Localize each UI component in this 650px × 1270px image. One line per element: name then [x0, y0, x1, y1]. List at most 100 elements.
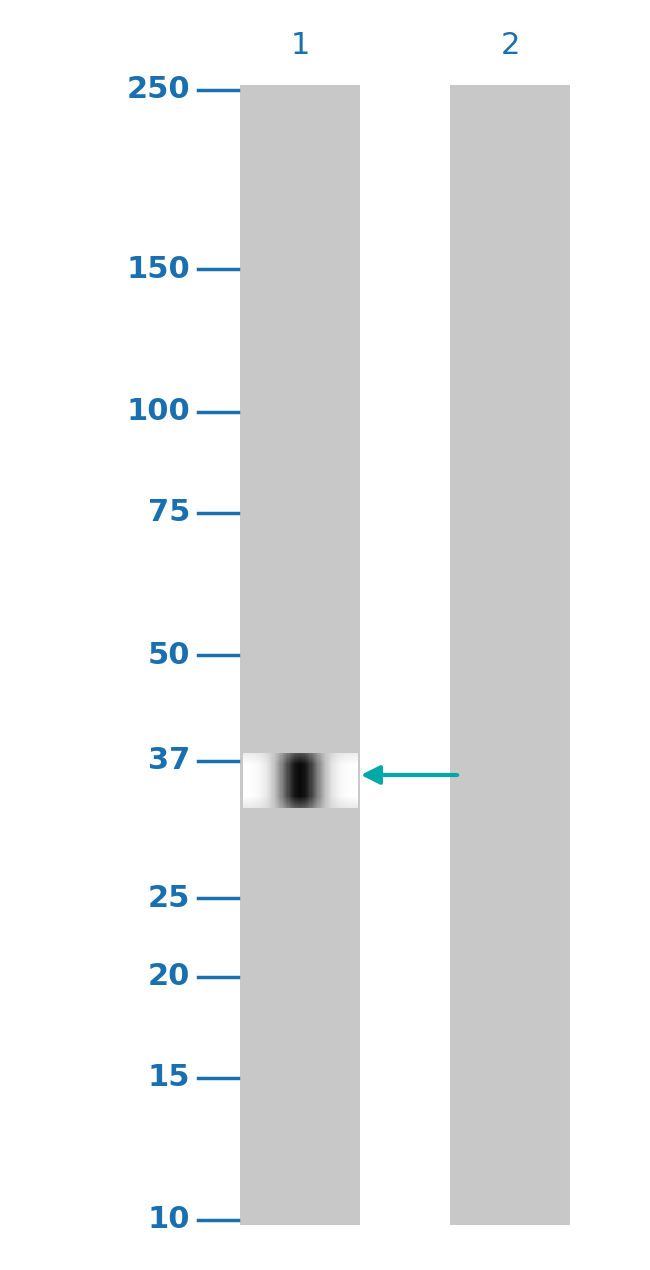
Bar: [324, 753, 325, 808]
Bar: [332, 753, 333, 808]
Bar: [278, 753, 280, 808]
Bar: [252, 753, 253, 808]
Bar: [450, 85, 570, 1226]
Bar: [246, 753, 247, 808]
Bar: [281, 753, 283, 808]
Text: 20: 20: [148, 963, 190, 991]
Bar: [250, 753, 252, 808]
Bar: [355, 753, 356, 808]
Bar: [299, 753, 300, 808]
Text: 50: 50: [148, 640, 190, 669]
Bar: [322, 753, 323, 808]
Bar: [333, 753, 335, 808]
Text: 1: 1: [291, 30, 309, 60]
Bar: [286, 753, 287, 808]
Bar: [277, 753, 278, 808]
Text: 250: 250: [126, 75, 190, 104]
Bar: [326, 753, 328, 808]
Bar: [348, 753, 350, 808]
Bar: [343, 753, 344, 808]
Bar: [341, 753, 343, 808]
Bar: [298, 753, 299, 808]
Text: 75: 75: [148, 498, 190, 527]
Bar: [352, 753, 353, 808]
Bar: [254, 753, 255, 808]
Bar: [356, 753, 358, 808]
Bar: [285, 753, 286, 808]
Text: 15: 15: [148, 1063, 190, 1092]
Bar: [310, 753, 311, 808]
Bar: [338, 753, 339, 808]
Bar: [256, 753, 257, 808]
Bar: [295, 753, 296, 808]
Bar: [339, 753, 340, 808]
Bar: [244, 753, 245, 808]
Bar: [344, 753, 345, 808]
Bar: [268, 753, 269, 808]
Bar: [301, 753, 302, 808]
Text: 25: 25: [148, 884, 190, 913]
Bar: [346, 753, 347, 808]
Bar: [323, 753, 324, 808]
Bar: [350, 753, 352, 808]
Bar: [335, 753, 337, 808]
Bar: [274, 753, 275, 808]
Text: 10: 10: [148, 1205, 190, 1234]
Bar: [293, 753, 294, 808]
Bar: [337, 753, 338, 808]
Bar: [291, 753, 292, 808]
Text: 37: 37: [148, 747, 190, 775]
Bar: [260, 753, 261, 808]
Bar: [269, 753, 270, 808]
Bar: [263, 753, 265, 808]
Bar: [308, 753, 309, 808]
Bar: [257, 753, 259, 808]
Bar: [271, 753, 272, 808]
Bar: [289, 753, 290, 808]
Bar: [313, 753, 314, 808]
Bar: [261, 753, 262, 808]
Bar: [345, 753, 346, 808]
Bar: [314, 753, 315, 808]
Bar: [275, 753, 276, 808]
Bar: [296, 753, 298, 808]
Bar: [266, 753, 268, 808]
Bar: [318, 753, 320, 808]
Bar: [325, 753, 326, 808]
Bar: [248, 753, 250, 808]
Bar: [329, 753, 330, 808]
Bar: [328, 753, 329, 808]
Bar: [330, 753, 331, 808]
Bar: [320, 753, 322, 808]
Bar: [272, 753, 274, 808]
Text: 100: 100: [126, 398, 190, 427]
Bar: [317, 753, 318, 808]
Bar: [306, 753, 307, 808]
Bar: [311, 753, 313, 808]
Bar: [265, 753, 266, 808]
Bar: [304, 753, 305, 808]
Bar: [262, 753, 263, 808]
Bar: [280, 753, 281, 808]
Bar: [270, 753, 271, 808]
Bar: [290, 753, 291, 808]
Bar: [245, 753, 246, 808]
Bar: [353, 753, 354, 808]
Bar: [300, 753, 301, 808]
Bar: [302, 753, 304, 808]
Bar: [316, 753, 317, 808]
Bar: [331, 753, 332, 808]
Bar: [284, 753, 285, 808]
Bar: [259, 753, 260, 808]
Bar: [292, 753, 293, 808]
Text: 150: 150: [126, 255, 190, 283]
Bar: [309, 753, 310, 808]
Bar: [240, 85, 360, 1226]
Bar: [242, 753, 244, 808]
Bar: [287, 753, 289, 808]
Bar: [253, 753, 254, 808]
Bar: [255, 753, 256, 808]
Bar: [354, 753, 355, 808]
Bar: [247, 753, 248, 808]
Bar: [347, 753, 348, 808]
